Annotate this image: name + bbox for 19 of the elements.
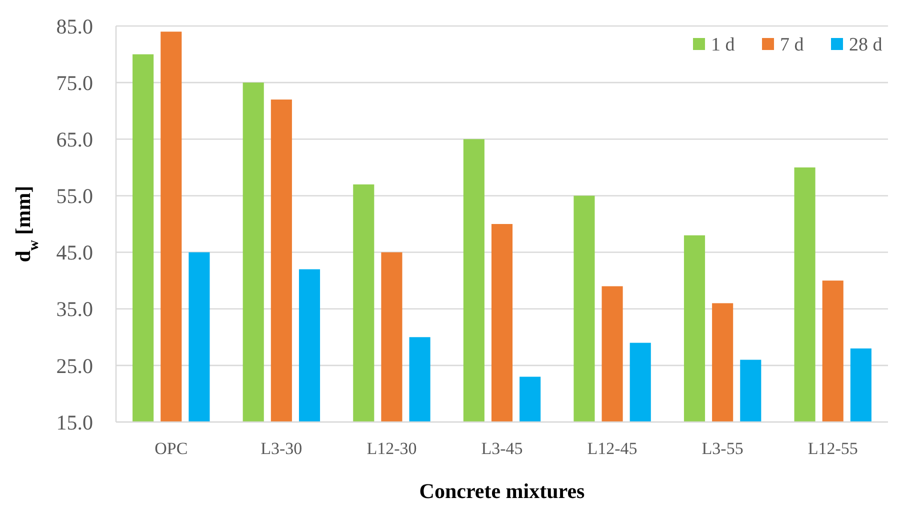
- x-tick-label: L3-45: [481, 439, 523, 458]
- x-tick-label: L12-30: [366, 439, 417, 458]
- y-tick-label: 45.0: [56, 240, 93, 265]
- x-tick-label: L12-45: [587, 439, 638, 458]
- legend-label: 1 d: [711, 34, 736, 56]
- y-tick-label: 85.0: [56, 14, 93, 38]
- x-tick-label: OPC: [154, 439, 188, 458]
- y-tick-label: 65.0: [56, 127, 93, 152]
- x-tick-label: L3-30: [260, 439, 302, 458]
- x-tick-label: L12-55: [808, 439, 858, 458]
- x-axis-title: Concrete mixtures: [419, 479, 585, 503]
- y-tick-label: 25.0: [56, 354, 93, 378]
- y-tick-label: 55.0: [56, 184, 93, 208]
- y-tick-label: 35.0: [56, 297, 93, 322]
- legend-label: 28 d: [849, 34, 883, 56]
- x-tick-label: L3-55: [702, 439, 744, 458]
- y-tick-label: 75.0: [56, 70, 93, 95]
- y-tick-label: 15.0: [56, 410, 93, 434]
- legend-label: 7 d: [780, 34, 804, 56]
